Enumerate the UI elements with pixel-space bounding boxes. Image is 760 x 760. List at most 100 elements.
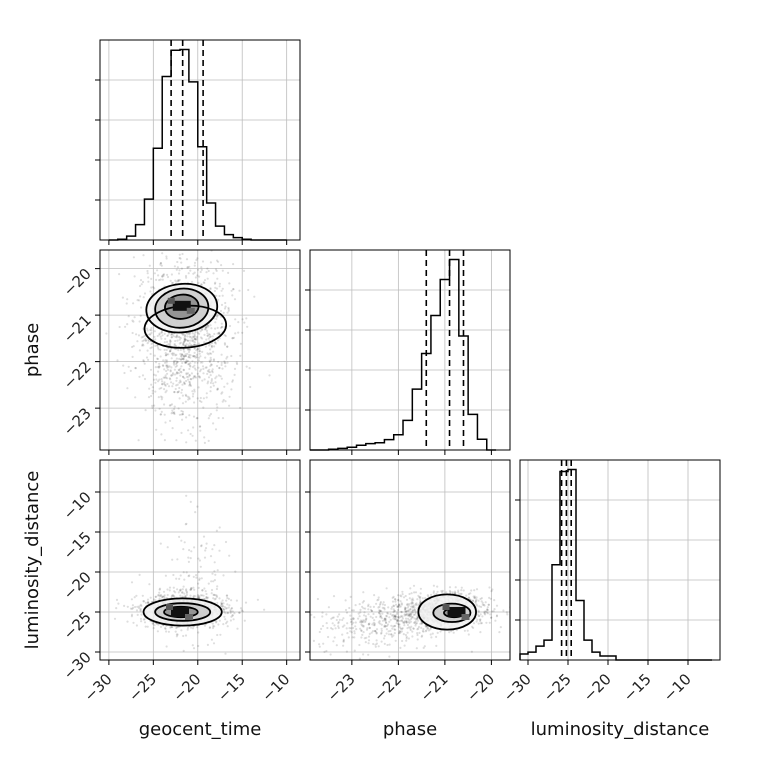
scatter-point: [118, 273, 121, 276]
scatter-point: [187, 360, 190, 363]
scatter-point: [213, 289, 216, 293]
scatter-point: [154, 361, 158, 364]
scatter-point: [384, 618, 387, 621]
scatter-point: [435, 592, 438, 596]
scatter-point: [180, 353, 184, 356]
density-peak: [171, 607, 189, 617]
scatter-point: [216, 387, 219, 390]
scatter-point: [399, 605, 402, 608]
scatter-point: [225, 607, 228, 610]
scatter-point: [190, 337, 193, 340]
scatter-point: [188, 364, 192, 367]
scatter-point: [470, 589, 473, 592]
scatter-point: [232, 288, 235, 291]
scatter-point: [316, 597, 319, 601]
scatter-point: [212, 358, 216, 361]
scatter-point: [494, 619, 497, 622]
scatter-point: [210, 363, 213, 366]
scatter-point: [170, 625, 173, 629]
scatter-point: [205, 392, 208, 395]
scatter-point: [214, 327, 217, 330]
scatter-point: [165, 365, 168, 368]
scatter-point: [378, 603, 382, 606]
scatter-point: [480, 605, 483, 609]
scatter-point: [206, 382, 209, 385]
scatter-point: [152, 378, 156, 381]
scatter-point: [481, 601, 484, 605]
scatter-point: [347, 636, 350, 639]
scatter-point: [215, 587, 218, 591]
scatter-point: [477, 614, 480, 618]
scatter-point: [380, 631, 383, 634]
scatter-point: [243, 321, 246, 324]
scatter-point: [178, 413, 181, 416]
scatter-point: [194, 343, 197, 347]
scatter-point: [162, 590, 166, 593]
scatter-point: [452, 631, 455, 634]
scatter-point: [147, 601, 150, 604]
scatter-point: [182, 368, 185, 371]
scatter-point: [240, 609, 243, 612]
scatter-point: [181, 410, 185, 413]
scatter-point: [368, 626, 371, 630]
scatter-point: [187, 560, 190, 564]
scatter-point: [184, 393, 187, 396]
scatter-point: [230, 607, 233, 610]
scatter-point: [131, 319, 134, 322]
scatter-point: [187, 350, 191, 354]
scatter-point: [174, 279, 177, 282]
scatter-point: [197, 586, 200, 590]
scatter-point: [215, 594, 218, 597]
scatter-point: [218, 549, 221, 552]
scatter-point: [475, 620, 478, 623]
scatter-point: [149, 347, 152, 350]
scatter-point: [194, 376, 198, 379]
scatter-point: [378, 611, 381, 614]
scatter-point: [226, 594, 229, 597]
scatter-point: [408, 626, 411, 629]
scatter-point: [188, 342, 191, 345]
scatter-point: [216, 313, 219, 316]
scatter-point: [153, 404, 156, 407]
scatter-point: [218, 282, 221, 285]
scatter-point: [409, 608, 412, 611]
scatter-point: [169, 348, 172, 351]
scatter-point: [216, 388, 219, 391]
density-peak: [447, 607, 466, 617]
scatter-point: [486, 606, 489, 609]
scatter-point: [203, 328, 207, 331]
scatter-point: [208, 344, 211, 347]
scatter-point: [164, 354, 167, 357]
scatter-point: [431, 632, 434, 635]
scatter-point: [391, 635, 394, 638]
scatter-point: [145, 339, 148, 342]
scatter-point: [182, 333, 185, 336]
scatter-point: [173, 344, 176, 347]
scatter-point: [367, 608, 370, 611]
scatter-point: [176, 360, 179, 363]
scatter-point: [380, 627, 383, 630]
scatter-point: [170, 333, 173, 337]
scatter-point: [215, 294, 218, 297]
scatter-point: [380, 629, 383, 632]
scatter-point: [379, 614, 382, 618]
scatter-point: [223, 360, 226, 363]
scatter-point: [193, 351, 196, 354]
scatter-point: [196, 348, 199, 351]
scatter-point: [175, 268, 178, 271]
scatter-point: [159, 263, 162, 266]
scatter-point: [196, 505, 199, 508]
scatter-point: [417, 625, 421, 629]
scatter-point: [187, 332, 190, 335]
scatter-point: [185, 276, 188, 279]
scatter-point: [471, 625, 474, 628]
scatter-point: [193, 390, 196, 393]
scatter-point: [205, 326, 208, 329]
scatter-point: [354, 604, 357, 607]
scatter-point: [483, 611, 486, 614]
scatter-point: [116, 359, 119, 362]
scatter-point: [173, 411, 176, 414]
scatter-point: [164, 384, 167, 387]
scatter-point: [131, 345, 134, 349]
scatter-point: [394, 618, 397, 621]
